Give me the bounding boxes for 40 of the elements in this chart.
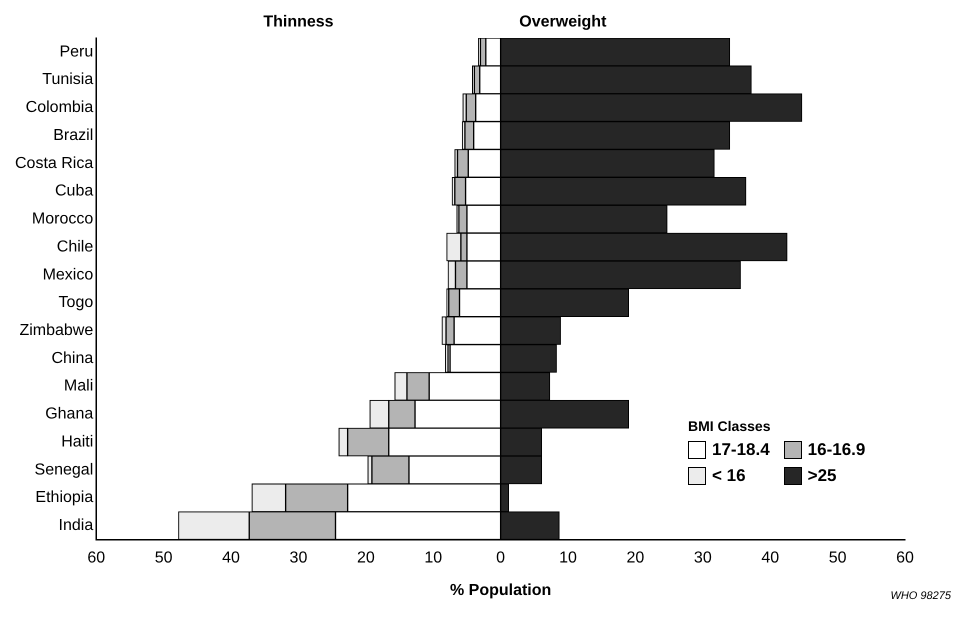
y-tick-label: China	[51, 350, 94, 367]
y-tick-label: Tunisia	[42, 71, 94, 88]
y-tick-label: Costa Rica	[15, 154, 94, 172]
y-tick-label: Togo	[58, 294, 94, 312]
y-tick-label: Mali	[64, 378, 94, 395]
legend-label: < 16	[712, 466, 746, 486]
x-tick-label: 10	[559, 550, 578, 567]
y-tick-label: Cuba	[55, 182, 94, 200]
x-tick-label: 20	[626, 550, 644, 567]
legend-title: BMI Classes	[688, 418, 772, 434]
x-axis-title: % Population	[450, 582, 552, 599]
x-tick-label: 50	[828, 550, 847, 567]
y-tick-label: Ghana	[45, 406, 94, 423]
x-tick-label: 0	[496, 550, 506, 567]
y-tick-label: Morocco	[32, 210, 94, 228]
text: Overweight	[519, 13, 608, 30]
y-tick-label: Brazil	[53, 126, 94, 144]
y-tick-label: India	[58, 517, 94, 534]
y-tick-label: Ethiopia	[35, 489, 94, 506]
x-tick-label: 20	[356, 550, 375, 567]
x-tick-label: 60	[896, 550, 914, 567]
x-tick-label: 10	[424, 550, 442, 567]
x-tick-label: 30	[694, 550, 712, 567]
y-tick-label: Colombia	[26, 99, 94, 116]
y-tick-label: Peru	[59, 43, 94, 60]
text: Thinness	[263, 13, 334, 30]
x-tick-label: 60	[87, 550, 106, 567]
y-tick-label: Haiti	[61, 433, 94, 450]
y-tick-label: Mexico	[42, 266, 94, 284]
text: 17-18.4	[712, 440, 770, 460]
x-tick-label: 50	[154, 550, 173, 567]
legend-label: 16-16.9	[808, 440, 866, 460]
y-tick-label: Chile	[56, 238, 94, 256]
x-tick-label: 40	[222, 550, 240, 567]
x-tick-label: 30	[290, 550, 308, 567]
legend-label: >25	[808, 466, 837, 486]
y-tick-label: Zimbabwe	[19, 322, 94, 340]
text: WHO 98275	[890, 590, 952, 602]
y-tick-label: Senegal	[34, 461, 94, 478]
x-tick-label: 40	[761, 550, 780, 567]
